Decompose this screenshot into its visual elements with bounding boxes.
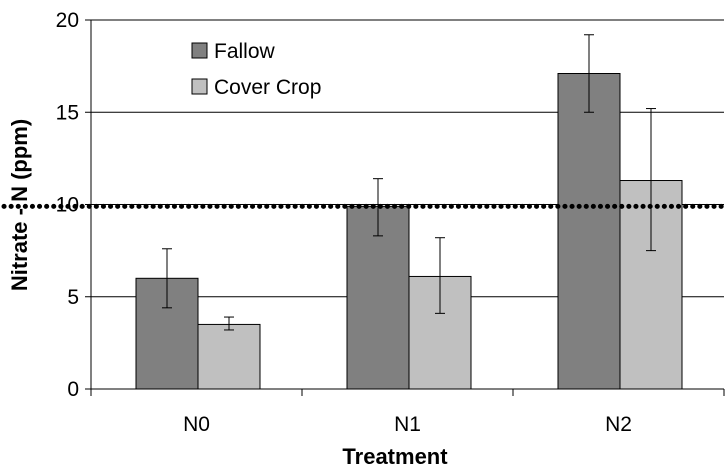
y-tick-label: 0 — [67, 378, 79, 401]
y-tick-label: 20 — [56, 9, 79, 32]
y-axis-title: Nitrate - N (ppm) — [7, 119, 32, 291]
bars — [135, 73, 683, 390]
x-tick-label-n1: N1 — [394, 413, 421, 436]
y-tick-label: 5 — [67, 286, 79, 309]
x-axis-title: Treatment — [342, 444, 448, 468]
axes — [85, 19, 725, 396]
bar-cover-crop-n0 — [197, 323, 261, 390]
legend-swatch-fallow — [191, 42, 208, 59]
x-tick-label-n2: N2 — [605, 413, 632, 436]
legend: Fallow Cover Crop — [191, 40, 321, 99]
bar-fallow-n2 — [557, 73, 621, 390]
y-tick-label: 15 — [56, 101, 79, 124]
error-bars — [162, 34, 656, 331]
x-tick-label-n0: N0 — [183, 413, 210, 436]
legend-label-cover-crop: Cover Crop — [214, 76, 321, 99]
legend-label-fallow: Fallow — [214, 40, 276, 63]
tick-labels: 0 5 10 15 20 N0 N1 N2 — [56, 9, 632, 436]
y-tick-label: 10 — [56, 194, 79, 217]
legend-swatch-cover-crop — [191, 78, 208, 95]
